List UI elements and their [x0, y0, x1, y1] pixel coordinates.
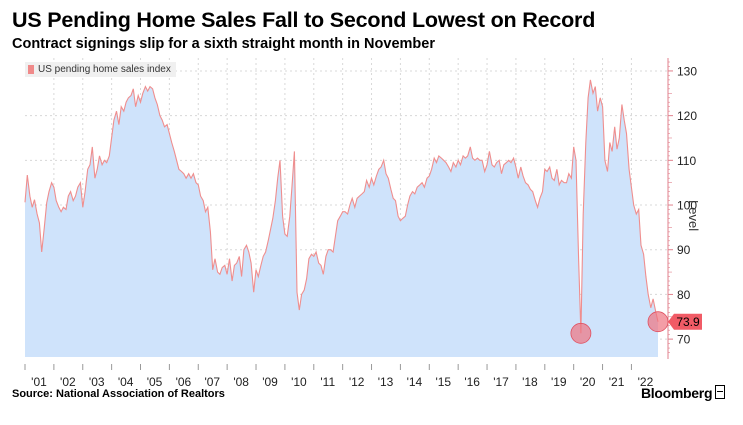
legend: US pending home sales index [25, 62, 176, 77]
y-tick-label: 90 [677, 243, 691, 257]
x-tick-label: '06 [176, 375, 192, 389]
last-value-label: 73.9 [668, 313, 702, 330]
x-tick-label: '19 [551, 375, 567, 389]
x-tick-label: '13 [378, 375, 394, 389]
highlight-marker [647, 311, 669, 333]
last-value-text: 73.9 [676, 315, 700, 329]
highlight-marker [570, 322, 592, 344]
legend-label: US pending home sales index [38, 64, 171, 75]
x-tick-label: '01 [31, 375, 47, 389]
x-tick-label: '11 [320, 375, 335, 389]
source-note: Source: National Association of Realtors [12, 388, 225, 400]
x-tick-label: '20 [580, 375, 596, 389]
legend-swatch [28, 65, 34, 74]
brand-mark-icon [715, 385, 726, 399]
x-tick-label: '05 [147, 375, 163, 389]
x-axis-ticks: '01 '02 '03 '04 '05 '06 '07 '08 '09 '10 '11 '12 '13 '… [24, 364, 654, 389]
x-tick-label: '16 [464, 375, 480, 389]
x-tick-label: '14 [407, 375, 423, 389]
y-axis-ticks: 70 80 90 100 110 120 130 [668, 61, 697, 353]
x-tick-label: '12 [349, 375, 365, 389]
x-tick-label: '15 [435, 375, 451, 389]
x-tick-label: '21 [609, 375, 625, 389]
x-tick-label: '07 [204, 375, 220, 389]
y-tick-label: 120 [677, 109, 697, 123]
last-value-badge [668, 313, 702, 330]
x-tick-label: '02 [60, 375, 76, 389]
series-area [25, 79, 658, 358]
x-tick-label: '10 [291, 375, 307, 389]
x-tick-label: '04 [118, 375, 134, 389]
y-tick-label: 80 [677, 288, 691, 302]
brand-logo: Bloomberg [641, 385, 726, 401]
y-tick-label: 100 [677, 199, 697, 213]
x-tick-label: '09 [262, 375, 278, 389]
chart-subtitle: Contract signings slip for a sixth strai… [12, 36, 435, 52]
x-tick-label: '03 [89, 375, 105, 389]
x-tick-label: '08 [233, 375, 249, 389]
x-tick-label: '22 [638, 375, 654, 389]
x-tick-label: '18 [522, 375, 538, 389]
y-tick-label: 70 [677, 333, 691, 347]
brand-name: Bloomberg [641, 385, 713, 401]
highlight-markers: 73.9 [570, 311, 702, 344]
series-line [24, 79, 659, 334]
y-tick-label: 130 [677, 64, 697, 78]
chart-title: US Pending Home Sales Fall to Second Low… [12, 8, 596, 32]
x-tick-label: '17 [493, 375, 509, 389]
y-axis-label: Level [686, 200, 701, 232]
y-tick-label: 110 [677, 154, 696, 168]
